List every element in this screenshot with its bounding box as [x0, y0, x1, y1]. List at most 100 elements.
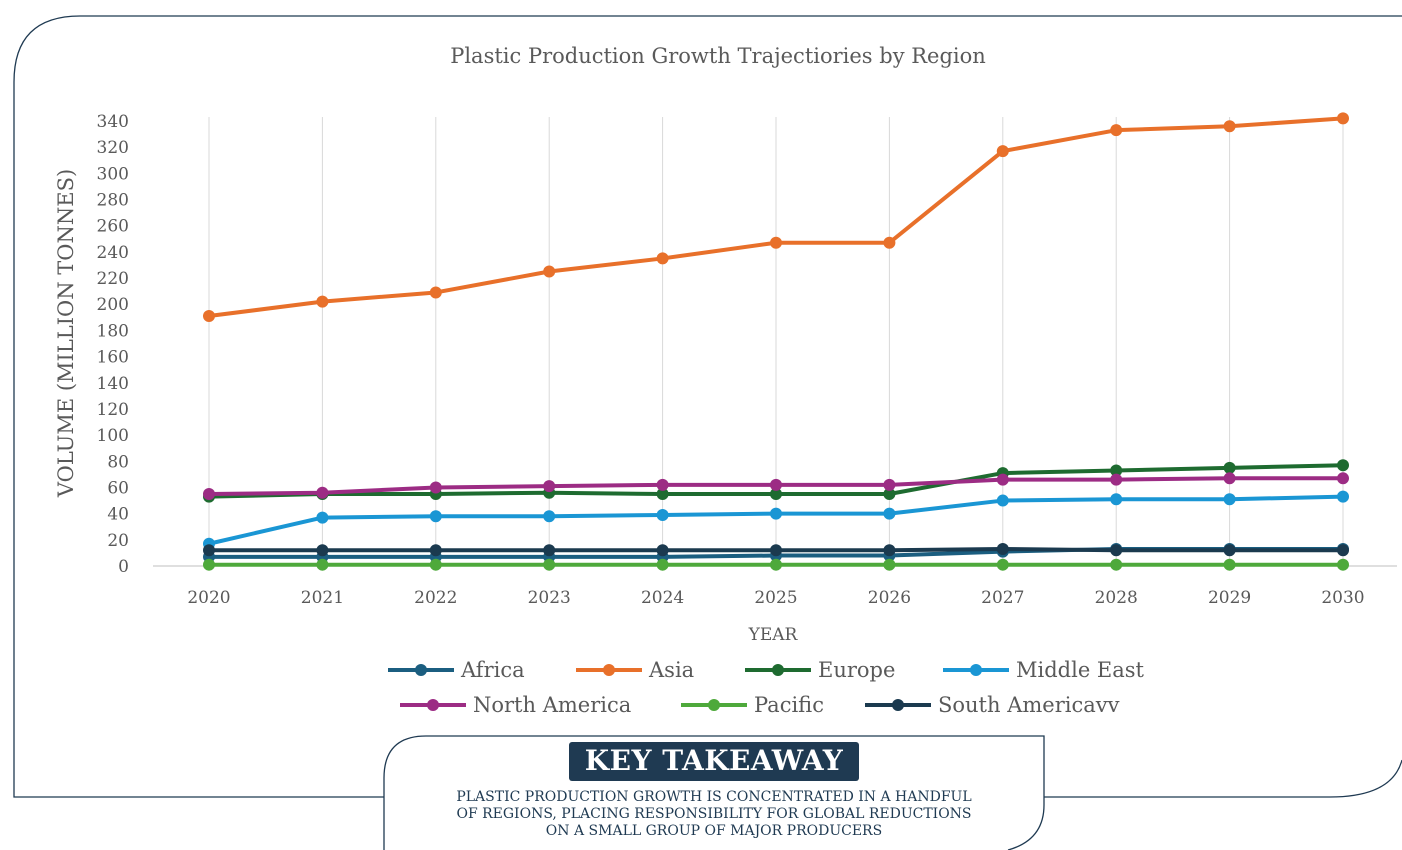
y-tick-label: 20 [107, 531, 129, 551]
data-point [656, 252, 669, 265]
legend-swatch-marker [415, 664, 427, 676]
legend: Africa Asia Europe Middle East North America… [388, 658, 1145, 717]
takeaway-heading: KEY TAKEAWAY [568, 742, 860, 781]
legend-item: Pacific [681, 693, 824, 717]
data-point [996, 145, 1009, 158]
data-point [1337, 459, 1349, 472]
chart-title: Plastic Production Growth Trajectiories … [450, 44, 986, 68]
data-point [770, 236, 782, 249]
y-tick-label: 260 [97, 217, 129, 237]
data-point [656, 558, 669, 571]
y-tick-label: 160 [97, 348, 129, 368]
data-point [996, 558, 1009, 571]
data-point [770, 558, 782, 571]
data-point [1223, 558, 1236, 571]
data-point [316, 295, 329, 308]
series-south-americavv [203, 542, 1349, 557]
y-tick-label: 0 [118, 557, 129, 577]
legend-item: South Americavv [865, 693, 1120, 717]
series-asia [203, 112, 1349, 323]
legend-label: Africa [460, 658, 525, 682]
data-point [543, 480, 556, 493]
data-point [883, 507, 896, 520]
x-tick-label: 2028 [1095, 588, 1138, 608]
y-tick-label: 340 [97, 112, 129, 132]
y-tick-label: 180 [97, 321, 129, 341]
series-europe [203, 459, 1349, 503]
data-point [1110, 558, 1123, 571]
y-tick-label: 80 [107, 452, 129, 472]
legend-label: Middle East [1016, 658, 1145, 682]
legend-label: Asia [648, 658, 694, 682]
x-tick-label: 2023 [528, 588, 571, 608]
data-point [1337, 112, 1349, 125]
data-point [429, 544, 442, 557]
legend-item: Middle East [943, 658, 1145, 682]
data-point [883, 478, 896, 491]
data-point [203, 310, 215, 323]
data-point [1223, 544, 1236, 557]
legend-label: South Americavv [938, 693, 1120, 717]
series-north-america [203, 472, 1349, 501]
legend-swatch-marker [892, 699, 904, 711]
legend-swatch-marker [708, 699, 720, 711]
x-tick-label: 2024 [641, 588, 684, 608]
y-tick-label: 140 [97, 374, 129, 394]
series-lines [203, 112, 1349, 571]
legend-label: Europe [818, 658, 895, 682]
data-point [1337, 558, 1349, 571]
data-point [883, 544, 896, 557]
x-tick-label: 2020 [187, 588, 230, 608]
data-point [203, 544, 215, 557]
legend-swatch-marker [603, 664, 615, 676]
data-point [1110, 124, 1123, 137]
chart-frame [13, 15, 1402, 798]
y-tick-label: 320 [97, 138, 129, 158]
gridlines [208, 117, 1344, 566]
x-tick-label: 2027 [981, 588, 1024, 608]
data-point [1110, 473, 1123, 486]
y-tick-label: 240 [97, 243, 129, 263]
takeaway-frame [383, 735, 1045, 850]
data-point [203, 488, 215, 501]
data-point [429, 510, 442, 523]
data-point [656, 478, 669, 491]
data-point [1110, 493, 1123, 506]
legend-swatch-marker [970, 664, 982, 676]
x-tick-label: 2029 [1208, 588, 1251, 608]
x-tick-label: 2025 [754, 588, 797, 608]
data-point [770, 488, 782, 501]
data-point [543, 510, 556, 523]
data-point [883, 488, 896, 501]
legend-item: Asia [576, 658, 694, 682]
data-point [1223, 472, 1236, 485]
y-tick-label: 120 [97, 400, 129, 420]
x-tick-label: 2022 [414, 588, 457, 608]
data-point [429, 481, 442, 494]
data-point [1110, 464, 1123, 477]
data-point [429, 558, 442, 571]
data-point [316, 511, 329, 524]
data-point [883, 558, 896, 571]
data-point [770, 544, 782, 557]
data-point [1223, 120, 1236, 133]
data-point [1110, 544, 1123, 557]
data-point [656, 508, 669, 521]
data-point [203, 558, 215, 571]
axes: 0 20 40 60 80 100 120 140 160 180 200 220 240 260 280 3… [97, 112, 1397, 608]
data-point [429, 286, 442, 299]
data-point [1337, 490, 1349, 503]
legend-item: Africa [388, 658, 525, 682]
data-point [543, 265, 556, 278]
legend-label: North America [473, 693, 631, 717]
takeaway-text: PLASTIC PRODUCTION GROWTH IS CONCENTRATE… [456, 789, 972, 839]
data-point [996, 494, 1009, 507]
data-point [1223, 493, 1236, 506]
legend-item: Europe [745, 658, 895, 682]
data-point [1337, 544, 1349, 557]
legend-swatch-marker [772, 664, 784, 676]
x-tick-label: 2026 [868, 588, 911, 608]
y-tick-label: 300 [97, 164, 129, 184]
